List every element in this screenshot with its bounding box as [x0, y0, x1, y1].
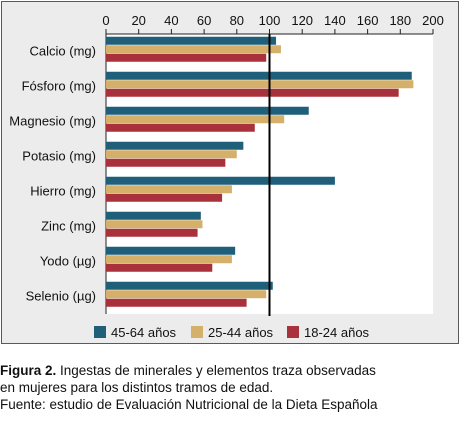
bar-3-1 — [106, 53, 267, 62]
legend-label-2: 25-44 años — [208, 325, 274, 340]
x-tick-label-2: 40 — [164, 13, 178, 28]
chart-frame: 0 20 40 60 80 100 120 140 160 180 200 Calcio (mg) Fó… — [1, 1, 459, 344]
figure-label: Figura 2. — [0, 363, 57, 378]
bar-3-6 — [106, 228, 198, 237]
bar-1-4 — [106, 141, 244, 150]
caption-line-1-text: Ingestas de minerales y elementos traza … — [56, 363, 376, 378]
bar-1-7 — [106, 246, 236, 255]
legend-swatch-2 — [191, 326, 203, 338]
bar-2-3 — [106, 115, 285, 124]
bar-1-5 — [106, 176, 335, 185]
category-label-5: Hierro (mg) — [30, 184, 96, 199]
bar-3-7 — [106, 263, 213, 272]
bar-1-6 — [106, 211, 201, 220]
legend-label-1: 45-64 años — [111, 325, 177, 340]
bar-2-1 — [106, 45, 281, 54]
x-tick-label-10: 200 — [422, 13, 444, 28]
legend-swatch-1 — [94, 326, 106, 338]
category-label-1: Calcio (mg) — [30, 44, 96, 59]
category-label-6: Zinc (mg) — [41, 219, 96, 234]
bar-3-5 — [106, 193, 223, 202]
bar-2-4 — [106, 150, 237, 159]
bar-3-8 — [106, 298, 247, 307]
bar-2-7 — [106, 255, 232, 264]
x-tick-label-4: 80 — [230, 13, 244, 28]
x-tick-label-0: 0 — [102, 13, 109, 28]
caption-line-1: Figura 2. Ingestas de minerales y elemen… — [0, 362, 460, 379]
category-label-4: Potasio (mg) — [22, 149, 96, 164]
bar-chart: 0 20 40 60 80 100 120 140 160 180 200 Calcio (mg) Fó… — [9, 13, 444, 340]
legend-swatch-3 — [287, 326, 299, 338]
x-tick-label-3: 60 — [197, 13, 211, 28]
x-tick-label-9: 180 — [389, 13, 411, 28]
category-label-3: Magnesio (mg) — [9, 114, 96, 129]
x-tick-label-1: 20 — [131, 13, 145, 28]
bar-2-2 — [106, 80, 414, 89]
bar-3-2 — [106, 88, 399, 97]
bar-1-1 — [106, 36, 277, 45]
category-label-2: Fósforo (mg) — [22, 79, 96, 94]
bar-2-8 — [106, 290, 267, 299]
x-tick-label-6: 120 — [291, 13, 313, 28]
x-tick-label-8: 160 — [357, 13, 379, 28]
x-tick-label-7: 140 — [324, 13, 346, 28]
caption-line-3: Fuente: estudio de Evaluación Nutriciona… — [0, 397, 378, 412]
category-label-8: Selenio (µg) — [26, 289, 96, 304]
bar-1-8 — [106, 281, 273, 290]
category-label-7: Yodo (µg) — [40, 254, 96, 269]
caption-line-2: en mujeres para los distintos tramos de … — [0, 380, 274, 395]
legend-label-3: 18-24 años — [304, 325, 370, 340]
bar-3-3 — [106, 123, 255, 132]
figure-caption: Figura 2. Ingestas de minerales y elemen… — [0, 362, 460, 413]
bar-2-5 — [106, 185, 232, 194]
bar-1-3 — [106, 106, 309, 115]
bar-2-6 — [106, 220, 203, 229]
x-tick-label-5: 100 — [259, 13, 281, 28]
bar-3-4 — [106, 158, 226, 167]
bar-1-2 — [106, 71, 412, 80]
